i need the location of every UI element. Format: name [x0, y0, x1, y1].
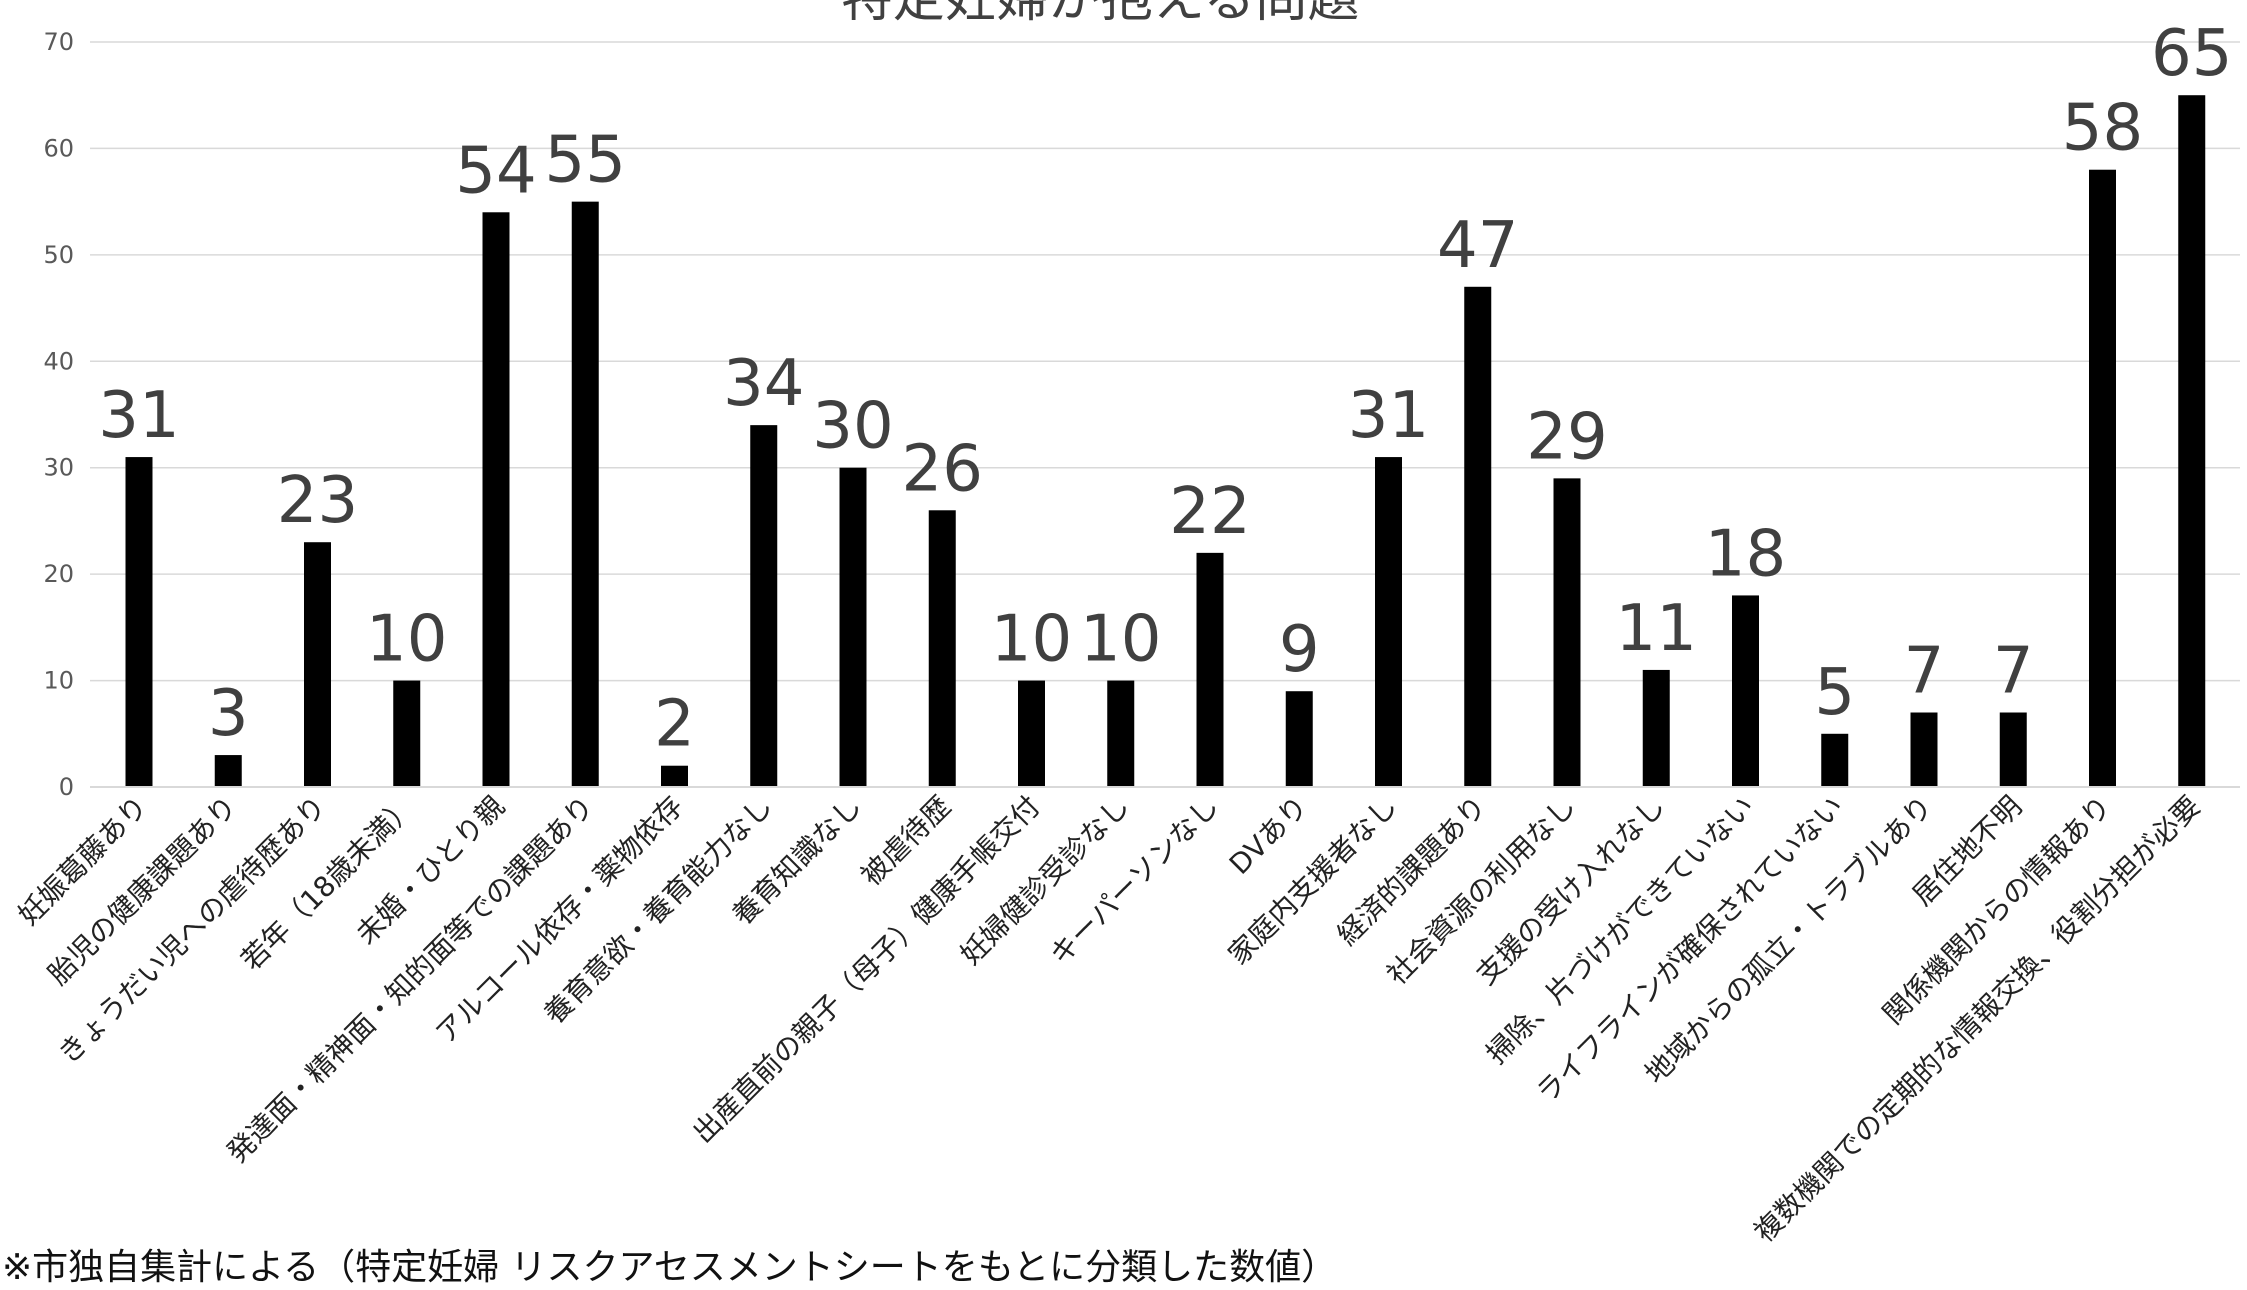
y-tick-label: 60 [43, 134, 74, 162]
data-label: 10 [991, 603, 1072, 677]
y-tick-label: 50 [43, 241, 74, 269]
bar [304, 542, 331, 787]
bar [125, 457, 153, 787]
bar [1642, 669, 1670, 787]
data-label: 5 [1814, 656, 1855, 730]
data-label: 58 [2062, 92, 2143, 166]
bar [750, 425, 778, 787]
y-tick-label: 20 [43, 560, 74, 588]
data-label: 29 [1526, 400, 1607, 474]
data-label: 26 [902, 432, 983, 506]
data-label: 34 [723, 347, 804, 421]
data-label: 31 [98, 379, 179, 453]
bar [1821, 733, 1849, 787]
y-tick-label: 0 [59, 773, 74, 801]
bar [1553, 478, 1581, 787]
data-label: 3 [208, 677, 249, 751]
data-label: 31 [1348, 379, 1429, 453]
data-label: 2 [654, 688, 695, 762]
bar [1107, 680, 1135, 787]
data-label: 7 [1904, 635, 1945, 709]
bar [1285, 691, 1313, 787]
data-label: 30 [812, 390, 893, 464]
bar [2178, 95, 2206, 787]
bar [482, 212, 510, 788]
data-label: 55 [545, 124, 626, 198]
data-label: 23 [277, 464, 358, 538]
bar [1375, 457, 1402, 787]
y-tick-label: 70 [43, 28, 74, 56]
bar [839, 467, 867, 787]
y-tick-label: 30 [43, 454, 74, 482]
x-tick-label: DVあり [1223, 790, 1314, 881]
bar [571, 201, 599, 788]
data-label: 65 [2151, 17, 2232, 91]
footnote: ※市独自集計による（特定妊婦 リスクアセスメントシートをもとに分類した数値） [2, 1247, 1338, 1288]
bar [393, 680, 421, 787]
x-tick-label: キーパーソンなし [1043, 790, 1225, 972]
y-tick-label: 40 [43, 347, 74, 375]
bar [1732, 595, 1759, 787]
y-tick-label: 10 [43, 667, 74, 695]
bar [928, 510, 956, 787]
bar [1196, 552, 1224, 787]
data-label: 18 [1705, 517, 1786, 591]
data-label: 9 [1279, 613, 1320, 687]
data-label: 47 [1437, 209, 1518, 283]
bar [1464, 286, 1492, 787]
chart-title: 特定妊婦が抱える問題 [841, 0, 1359, 29]
data-label: 11 [1616, 592, 1697, 666]
x-tick-label: 妊婦健診受診なし [954, 790, 1136, 972]
bar [1018, 680, 1045, 787]
bar [1999, 712, 2027, 787]
bar [2089, 169, 2116, 787]
data-label: 7 [1993, 635, 2034, 709]
data-label: 22 [1169, 475, 1250, 549]
data-label: 10 [366, 603, 447, 677]
x-tick-label: 家庭内支援者なし [1222, 790, 1404, 972]
bar [214, 755, 242, 787]
data-label: 10 [1080, 603, 1161, 677]
bar [1910, 712, 1938, 787]
bar [661, 765, 688, 787]
data-label: 54 [455, 134, 536, 208]
